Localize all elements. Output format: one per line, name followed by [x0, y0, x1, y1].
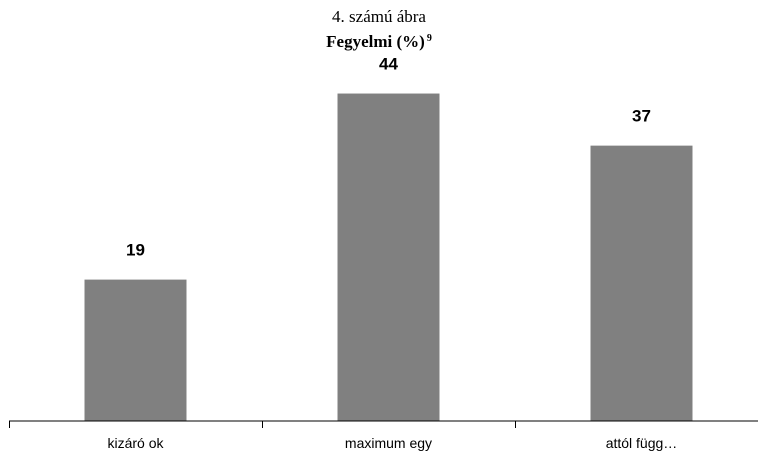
x-axis	[9, 421, 758, 428]
bar-1	[85, 280, 187, 421]
bar-3	[591, 146, 693, 421]
x-tick-label-1: kizáró ok	[107, 435, 164, 451]
data-label-2: 44	[379, 55, 398, 74]
x-tick-label-2: maximum egy	[345, 435, 432, 451]
bar-2	[338, 94, 440, 421]
category-labels: kizáró ok maximum egy attól függ…	[107, 435, 677, 451]
x-tick-label-3: attól függ…	[606, 435, 678, 451]
data-label-3: 37	[632, 107, 651, 126]
data-label-1: 19	[126, 241, 145, 260]
bars-group	[85, 94, 693, 421]
